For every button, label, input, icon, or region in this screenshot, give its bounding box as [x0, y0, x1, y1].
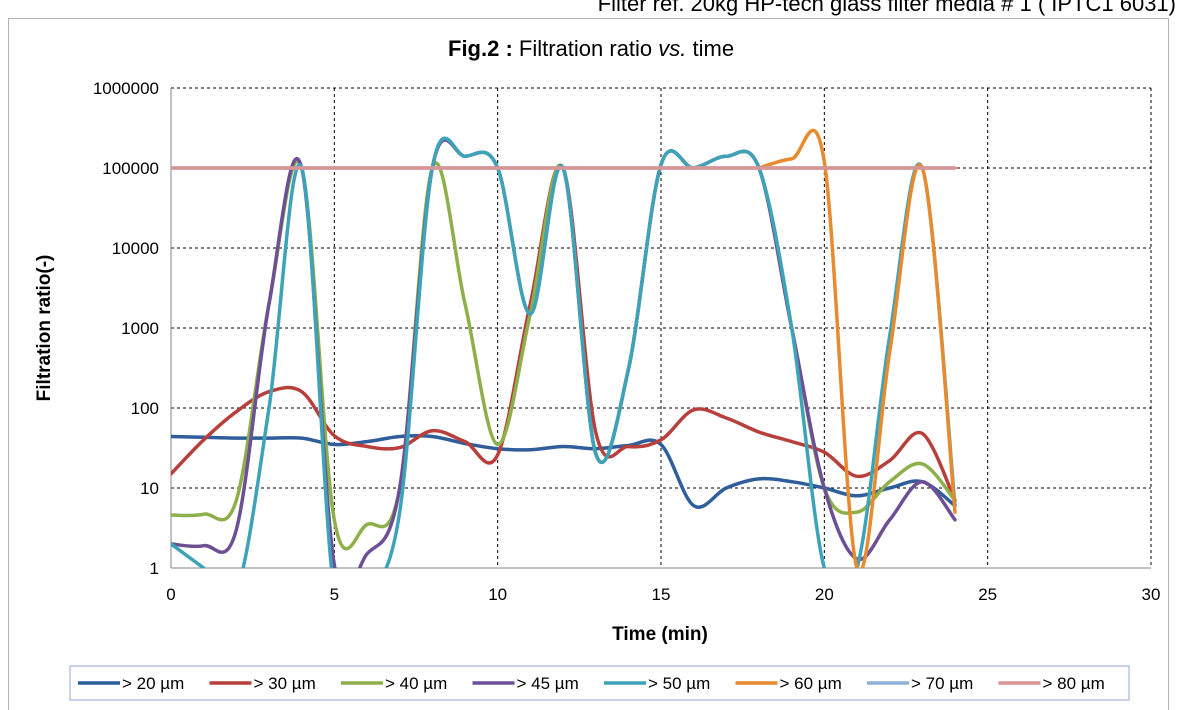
- y-tick-label: 1000000: [93, 79, 159, 98]
- legend-label: > 50 µm: [648, 674, 710, 693]
- legend-label: > 60 µm: [780, 674, 842, 693]
- chart-title-bold: Fig.2 :: [448, 36, 513, 61]
- series-lines: [171, 128, 957, 568]
- y-tick-label: 10: [140, 479, 159, 498]
- x-tick-label: 5: [330, 585, 339, 604]
- y-tick-label: 100000: [102, 159, 159, 178]
- x-tick-label: 20: [815, 585, 834, 604]
- y-tick-label: 100: [131, 399, 159, 418]
- figure-caption: Filter ref. 20kg HP-tech glass filter me…: [597, 0, 1176, 16]
- series-line-20-m: [171, 434, 957, 509]
- legend-label: > 45 µm: [517, 674, 579, 693]
- legend-label: > 80 µm: [1043, 674, 1105, 693]
- y-tick-label: 10000: [112, 239, 159, 258]
- chart-frame: [8, 18, 1169, 710]
- series-line-60-m: [757, 128, 957, 568]
- chart-title-text: Filtration ratio: [513, 36, 659, 61]
- chart-title-tail: time: [686, 36, 734, 61]
- legend-label: > 30 µm: [254, 674, 316, 693]
- chart-title-italic: vs.: [658, 36, 686, 61]
- legend-label: > 40 µm: [385, 674, 447, 693]
- y-tick-label: 1: [150, 559, 159, 578]
- y-axis-label: Filtration ratio(-): [34, 255, 55, 402]
- series-line-50-m: [171, 136, 957, 568]
- x-tick-label: 30: [1142, 585, 1161, 604]
- grid: [171, 87, 1152, 568]
- legend: > 20 µm > 30 µm > 40 µm > 45 µm > 50 µm > 60 …: [78, 674, 1105, 693]
- x-axis-label: Time (min): [612, 624, 708, 645]
- legend-label: > 70 µm: [911, 674, 973, 693]
- x-tick-label: 10: [488, 585, 507, 604]
- x-tick-label: 0: [166, 585, 175, 604]
- y-tick-label: 1000: [121, 319, 159, 338]
- x-tick-label: 15: [652, 585, 671, 604]
- legend-label: > 20 µm: [122, 674, 184, 693]
- chart-title: Fig.2 : Filtration ratio vs. time: [448, 36, 734, 61]
- x-tick-label: 25: [978, 585, 997, 604]
